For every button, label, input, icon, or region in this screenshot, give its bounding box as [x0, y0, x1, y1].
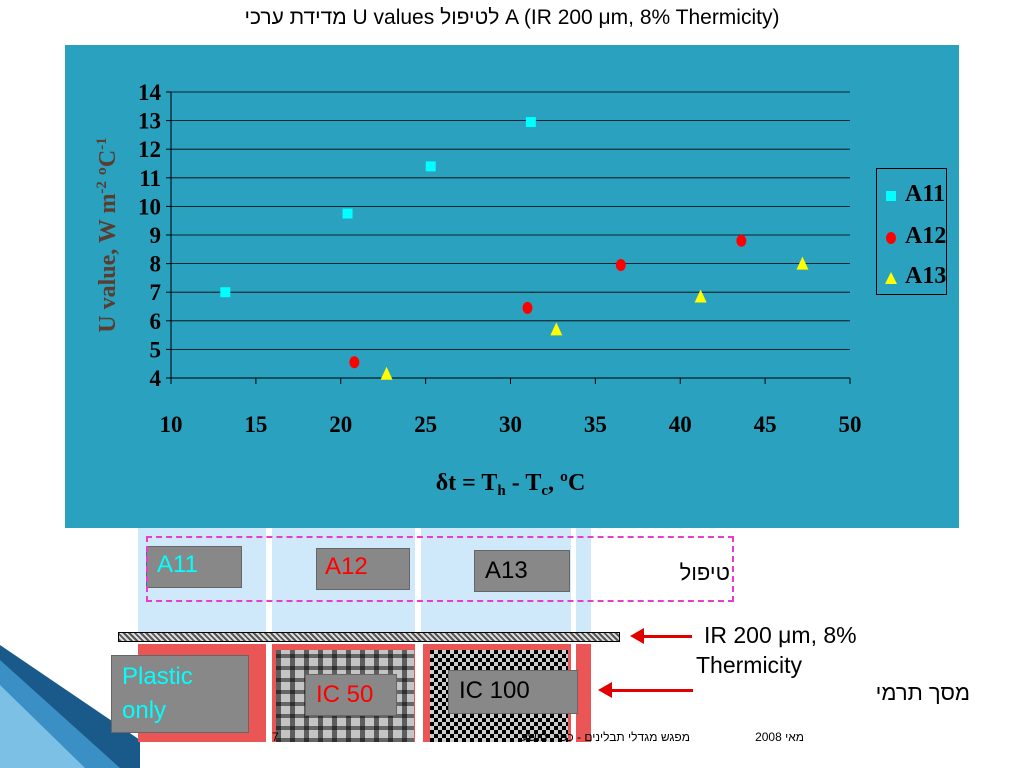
treatment-group-outline	[146, 536, 734, 602]
y-tick-label: 4	[150, 366, 162, 391]
legend-item-a12: A12	[883, 223, 947, 253]
data-point-a11	[220, 287, 231, 298]
y-tick-label: 14	[138, 80, 162, 105]
film-label-line1: IR 200 μm, 8%	[704, 622, 857, 648]
y-tick-label: 11	[139, 166, 161, 191]
y-tick-label: 5	[150, 337, 162, 362]
y-tick-label: 6	[150, 309, 162, 334]
treatment-a13-box: A13	[474, 550, 570, 592]
x-tick-label: 15	[244, 412, 267, 437]
x-tick-label: 25	[414, 412, 437, 437]
data-point-a13	[380, 366, 393, 380]
data-point-a13	[694, 289, 707, 303]
circle-marker-icon	[886, 232, 896, 244]
data-point-a12	[522, 301, 533, 314]
data-point-a12	[615, 259, 626, 272]
data-point-a13	[796, 256, 809, 270]
chart-legend: A11 A12 A13	[876, 168, 947, 295]
ic50-box: IC 50	[305, 674, 397, 716]
material-label: Plastic only	[122, 663, 193, 724]
footer-page-number: 7	[272, 730, 279, 744]
y-tick-label: 8	[150, 252, 162, 277]
footer-meeting: מפגש מגדלי תבלינים - כפר יהושע	[520, 730, 690, 744]
data-point-a12	[736, 234, 747, 247]
legend-label: A13	[905, 263, 947, 289]
ic100-box: IC 100	[448, 670, 578, 714]
x-tick-label: 35	[584, 412, 607, 437]
film-label: IR 200 μm, 8% Thermicity	[696, 620, 857, 680]
y-tick-label: 9	[150, 223, 162, 248]
chart-panel: 4 5 6 7 8 9 10 11 12 13 14 10 15 20 25 30 35 40 45 50 δt = T…	[65, 45, 959, 528]
y-tick-label: 12	[138, 137, 161, 162]
film-arrow-icon	[630, 628, 692, 644]
treatment-a11-box: A11	[146, 546, 242, 588]
y-tick-label: 10	[138, 194, 161, 219]
treatment-label: A13	[485, 557, 528, 584]
legend-label: A12	[905, 223, 947, 249]
slide-title: מדידת ערכי U values לטיפול A (IR 200 μm,…	[244, 6, 780, 29]
material-label: IC 100	[459, 677, 530, 704]
triangle-marker-icon	[885, 272, 897, 284]
treatment-a12-box: A12	[316, 548, 410, 590]
treatment-label: A12	[325, 553, 368, 580]
y-tick-label: 7	[150, 280, 162, 305]
screen-arrow-icon	[598, 682, 693, 698]
square-marker-icon	[886, 191, 896, 201]
x-tick-label: 45	[754, 412, 777, 437]
footer-date: מאי 2008	[755, 730, 804, 744]
legend-label: A11	[905, 181, 946, 207]
data-point-a13	[550, 322, 563, 336]
decorative-swoosh	[0, 645, 140, 768]
treatment-heading: טיפול	[679, 560, 730, 585]
treatment-label: A11	[157, 551, 198, 578]
x-tick-label: 20	[329, 412, 352, 437]
data-point-a11	[525, 117, 536, 128]
x-tick-label: 30	[499, 412, 522, 437]
thermal-screen-label: מסך תרמי	[875, 680, 970, 705]
data-point-a12	[349, 356, 360, 369]
x-axis-label: δt = Th - Tc, ºC	[436, 470, 586, 499]
data-point-a11	[342, 208, 353, 219]
x-tick-label: 50	[839, 412, 862, 437]
material-label: IC 50	[316, 681, 374, 708]
data-point-a11	[425, 161, 436, 172]
film-label-line2: Thermicity	[696, 652, 803, 678]
x-tick-label: 40	[669, 412, 692, 437]
y-tick-label: 13	[138, 109, 161, 134]
legend-item-a13: A13	[883, 263, 947, 293]
plastic-only-box: Plastic only	[111, 655, 249, 733]
x-tick-label: 10	[160, 412, 183, 437]
y-axis-label: U value, W m-2 ºC-1	[94, 137, 121, 332]
ir-film-strip	[118, 632, 620, 642]
legend-item-a11: A11	[883, 181, 945, 211]
